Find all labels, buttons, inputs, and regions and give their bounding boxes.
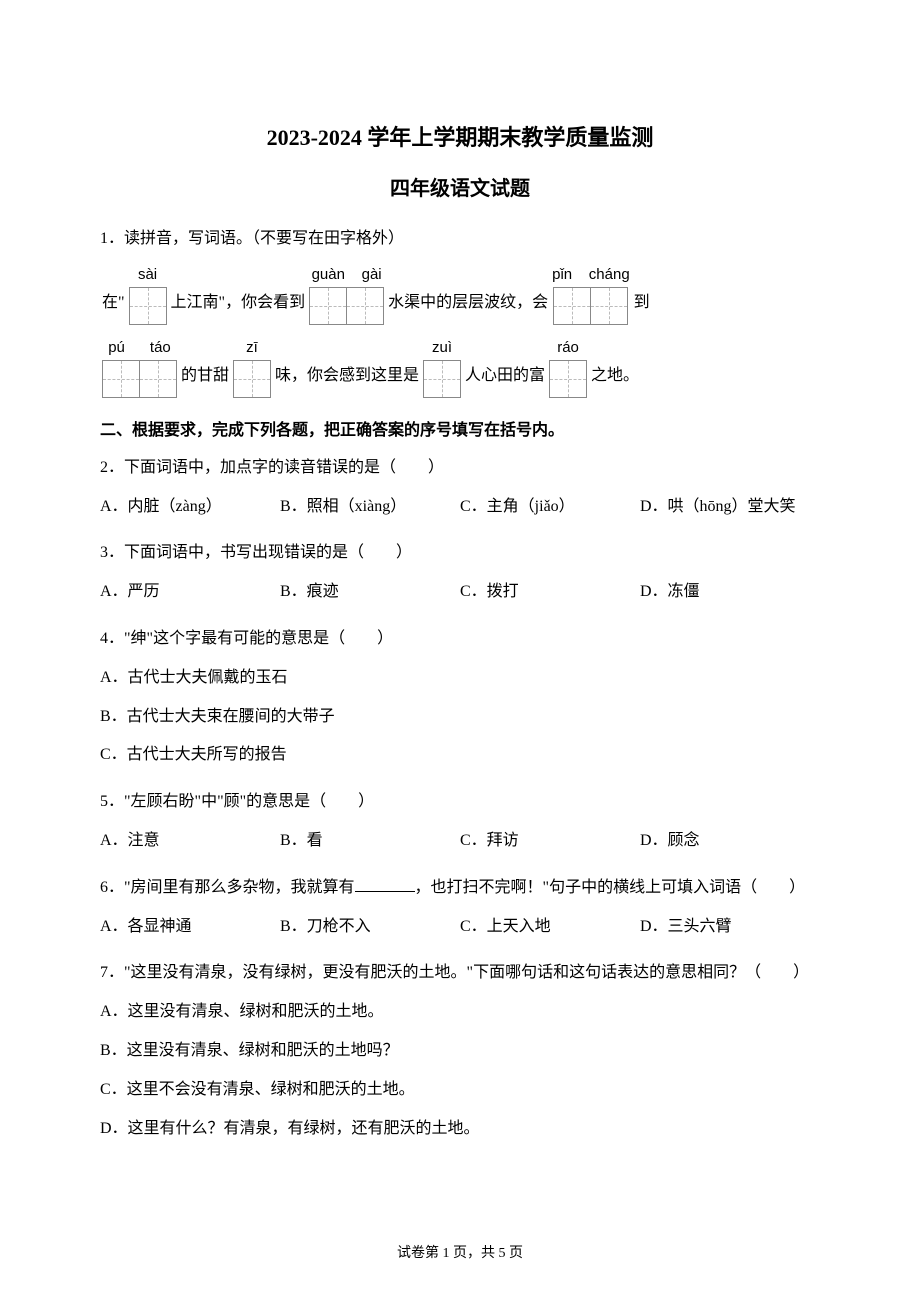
pinyin-block: zī <box>233 337 271 398</box>
text: 之地。 <box>589 365 641 387</box>
q2-option-a: A．内脏（zàng） <box>100 493 280 522</box>
section-2-title: 二、根据要求，完成下列各题，把正确答案的序号填写在括号内。 <box>100 416 820 440</box>
q2-option-b: B．照相（xiàng） <box>280 493 460 522</box>
char-box <box>346 287 384 325</box>
q6-text: 6．"房间里有那么多杂物，我就算有 ，也打扫不完啊！"句子中的横线上可填入词语（ … <box>100 874 820 903</box>
q5-text: 5．"左顾右盼"中"顾"的意思是（ ） <box>100 788 820 817</box>
char-box <box>102 360 140 398</box>
char-box <box>590 287 628 325</box>
q4-text: 4．"绅"这个字最有可能的意思是（ ） <box>100 625 820 654</box>
page-footer: 试卷第 1 页，共 5 页 <box>0 1242 920 1262</box>
pinyin-block: guàn gài <box>309 264 384 325</box>
pinyin-label: pǐn cháng <box>552 264 630 285</box>
pinyin-label: zuì <box>432 337 452 358</box>
question-5: 5．"左顾右盼"中"顾"的意思是（ ） A．注意 B．看 C．拜访 D．顾念 <box>100 788 820 856</box>
question-6: 6．"房间里有那么多杂物，我就算有 ，也打扫不完啊！"句子中的横线上可填入词语（ … <box>100 874 820 942</box>
q6-pre: 6．"房间里有那么多杂物，我就算有 <box>100 879 355 896</box>
q3-option-b: B．痕迹 <box>280 578 460 607</box>
char-box <box>309 287 347 325</box>
q3-option-d: D．冻僵 <box>640 578 820 607</box>
char-box <box>549 360 587 398</box>
char-box <box>423 360 461 398</box>
blank <box>355 876 415 892</box>
q5-option-a: A．注意 <box>100 827 280 856</box>
q5-option-c: C．拜访 <box>460 827 640 856</box>
q7-option-a: A．这里没有清泉、绿树和肥沃的土地。 <box>100 998 820 1027</box>
pinyin-label: zī <box>246 337 258 358</box>
q7-text: 7．"这里没有清泉，没有绿树，更没有肥沃的土地。"下面哪句话和这句话表达的意思相… <box>100 959 820 988</box>
q2-option-c: C．主角（jiǎo） <box>460 493 640 522</box>
q4-option-c: C．古代士大夫所写的报告 <box>100 741 820 770</box>
q1-row2: pú táo 的甘甜 zī 味，你会感到这里是 zuì 人心田的富 ráo 之地… <box>100 337 820 398</box>
q6-option-d: D．三头六臂 <box>640 913 820 942</box>
q6-option-c: C．上天入地 <box>460 913 640 942</box>
text: 水渠中的层层波纹，会 <box>386 292 550 314</box>
pinyin-block: ráo <box>549 337 587 398</box>
q7-option-c: C．这里不会没有清泉、绿树和肥沃的土地。 <box>100 1076 820 1105</box>
q4-option-b: B．古代士大夫束在腰间的大带子 <box>100 703 820 732</box>
question-1: 1．读拼音，写词语。（不要写在田字格外） 在" sài 上江南"，你会看到 gu… <box>100 225 820 398</box>
q7-option-d: D．这里有什么？有清泉，有绿树，还有肥沃的土地。 <box>100 1115 820 1144</box>
pinyin-label: sài <box>138 264 157 285</box>
q4-option-a: A．古代士大夫佩戴的玉石 <box>100 664 820 693</box>
title-sub: 四年级语文试题 <box>100 172 820 201</box>
q7-option-b: B．这里没有清泉、绿树和肥沃的土地吗？ <box>100 1037 820 1066</box>
q1-row1: 在" sài 上江南"，你会看到 guàn gài 水渠中的层层波纹，会 pǐn… <box>100 264 820 325</box>
char-box <box>129 287 167 325</box>
text: 的甘甜 <box>179 365 231 387</box>
pinyin-label: pú táo <box>108 337 171 358</box>
title-main: 2023-2024 学年上学期期末教学质量监测 <box>100 120 820 152</box>
pinyin-block: pú táo <box>102 337 177 398</box>
q6-option-a: A．各显神通 <box>100 913 280 942</box>
q3-option-c: C．拨打 <box>460 578 640 607</box>
q5-option-b: B．看 <box>280 827 460 856</box>
text: 在" <box>100 292 127 314</box>
q3-option-a: A．严历 <box>100 578 280 607</box>
question-3: 3．下面词语中，书写出现错误的是（ ） A．严历 B．痕迹 C．拨打 D．冻僵 <box>100 539 820 607</box>
question-7: 7．"这里没有清泉，没有绿树，更没有肥沃的土地。"下面哪句话和这句话表达的意思相… <box>100 959 820 1143</box>
char-box <box>553 287 591 325</box>
q3-text: 3．下面词语中，书写出现错误的是（ ） <box>100 539 820 568</box>
q6-post: ，也打扫不完啊！"句子中的横线上可填入词语（ ） <box>415 879 806 896</box>
q2-text: 2．下面词语中，加点字的读音错误的是（ ） <box>100 454 820 483</box>
char-box <box>233 360 271 398</box>
question-2: 2．下面词语中，加点字的读音错误的是（ ） A．内脏（zàng） B．照相（xi… <box>100 454 820 522</box>
char-box <box>139 360 177 398</box>
pinyin-block: pǐn cháng <box>552 264 630 325</box>
q2-option-d: D．哄（hōng）堂大笑 <box>640 493 820 522</box>
pinyin-block: sài <box>129 264 167 325</box>
text: 到 <box>632 292 652 314</box>
text: 人心田的富 <box>463 365 547 387</box>
q1-prompt: 1．读拼音，写词语。（不要写在田字格外） <box>100 225 820 254</box>
pinyin-label: guàn gài <box>312 264 382 285</box>
text: 味，你会感到这里是 <box>273 365 421 387</box>
pinyin-block: zuì <box>423 337 461 398</box>
pinyin-label: ráo <box>557 337 579 358</box>
q5-option-d: D．顾念 <box>640 827 820 856</box>
text: 上江南"，你会看到 <box>169 292 308 314</box>
q6-option-b: B．刀枪不入 <box>280 913 460 942</box>
question-4: 4．"绅"这个字最有可能的意思是（ ） A．古代士大夫佩戴的玉石 B．古代士大夫… <box>100 625 820 770</box>
